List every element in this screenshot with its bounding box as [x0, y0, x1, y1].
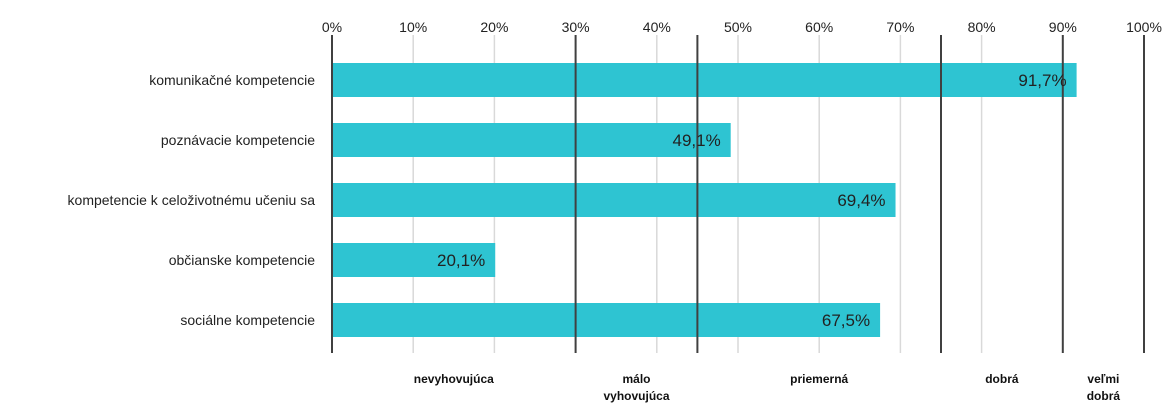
- zone-label: veľmi dobrá: [1087, 372, 1121, 403]
- x-tick-label: 40%: [643, 19, 671, 35]
- data-label: 49,1%: [672, 131, 720, 150]
- data-label: 69,4%: [837, 191, 885, 210]
- data-label: 67,5%: [822, 311, 870, 330]
- x-tick-label: 30%: [562, 19, 590, 35]
- bar: [332, 243, 496, 277]
- x-tick-label: 10%: [399, 19, 427, 35]
- x-tick-label: 90%: [1049, 19, 1077, 35]
- data-label: 91,7%: [1018, 71, 1066, 90]
- zone-boundary-lines: [331, 35, 1145, 353]
- category-label: občianske kompetencie: [169, 252, 316, 268]
- category-label: kompetencie k celoživotnému učeniu sa: [68, 192, 316, 208]
- category-label: poznávacie kompetencie: [161, 132, 315, 148]
- data-labels: 91,7% 49,1% 69,4% 20,1% 67,5%: [437, 71, 1067, 330]
- zone-label: dobrá: [985, 372, 1019, 386]
- zone-label: málo vyhovujúca: [603, 372, 669, 403]
- x-tick-label: 50%: [724, 19, 752, 35]
- bar: [332, 303, 881, 337]
- category-label: sociálne kompetencie: [180, 312, 315, 328]
- zone-labels: nevyhovujúca málo vyhovujúca priemerná dobrá…: [414, 372, 1121, 403]
- x-axis-tick-labels: 0% 10% 20% 30% 40% 50% 60% 70% 80% 90% 100%: [322, 19, 1162, 35]
- category-label: komunikačné kompetencie: [149, 72, 315, 88]
- x-tick-label: 70%: [886, 19, 914, 35]
- zone-label: nevyhovujúca: [414, 372, 494, 386]
- category-labels: komunikačné kompetencie poznávacie kompet…: [68, 72, 316, 328]
- bar: [332, 123, 731, 157]
- x-tick-label: 60%: [805, 19, 833, 35]
- zone-label: priemerná: [790, 372, 848, 386]
- x-tick-label: 0%: [322, 19, 342, 35]
- bar: [332, 183, 896, 217]
- x-tick-label: 20%: [480, 19, 508, 35]
- bars: [332, 63, 1077, 337]
- data-label: 20,1%: [437, 251, 485, 270]
- x-tick-label: 100%: [1126, 19, 1162, 35]
- x-tick-label: 80%: [968, 19, 996, 35]
- bar: [332, 63, 1077, 97]
